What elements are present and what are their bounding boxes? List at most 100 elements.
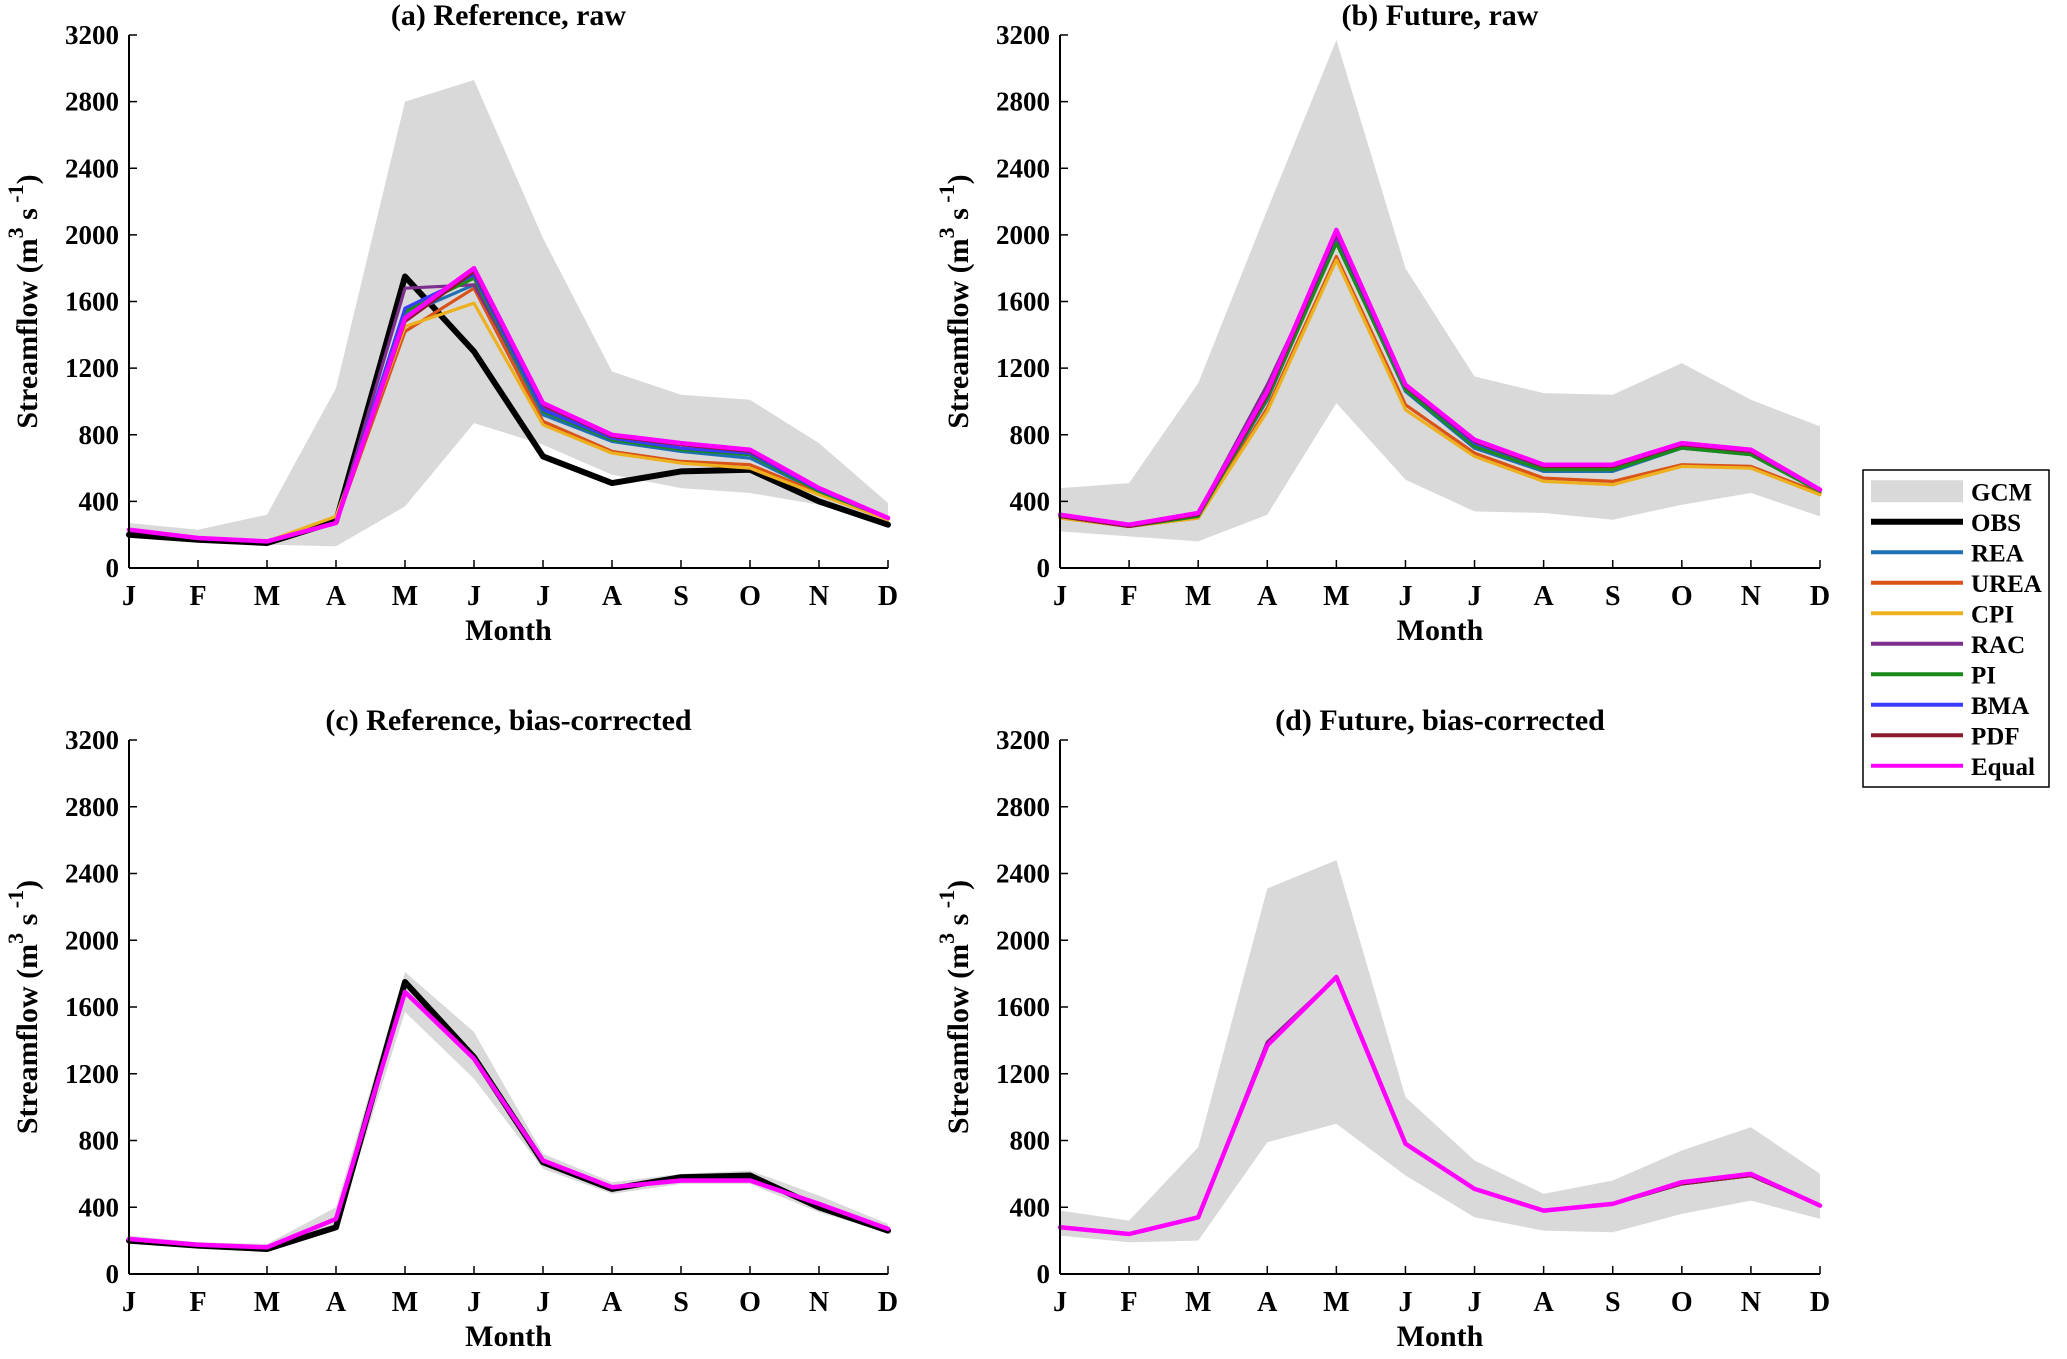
y-tick-label: 2800 xyxy=(65,87,119,117)
chart-title: (b) Future, raw xyxy=(1342,0,1539,32)
x-tick-label: D xyxy=(1810,581,1830,612)
x-tick-label: O xyxy=(739,581,761,612)
y-tick-label: 0 xyxy=(106,553,120,583)
x-axis-label: Month xyxy=(1397,1320,1484,1353)
legend-label: PDF xyxy=(1971,723,2020,750)
legend-item-gcm: GCM xyxy=(1871,479,2032,506)
chart-title: (a) Reference, raw xyxy=(391,0,626,32)
legend-item-rea: REA xyxy=(1871,540,2024,567)
y-tick-label: 3200 xyxy=(65,20,119,50)
x-tick-label: D xyxy=(1810,1287,1830,1318)
y-tick-label: 2000 xyxy=(65,925,119,955)
x-tick-label: M xyxy=(254,1287,280,1318)
x-tick-label: A xyxy=(602,1287,623,1318)
x-tick-label: O xyxy=(1671,1287,1693,1318)
chart-panel-3: 0 400 800 1200 1600 2000 2400 2800 3200 J F M A M J J A S… xyxy=(3,704,898,1353)
x-tick-label: M xyxy=(1185,1287,1211,1318)
x-tick-label: S xyxy=(673,581,689,612)
legend-label: RAC xyxy=(1971,632,2025,659)
x-tick-label: A xyxy=(326,1287,347,1318)
series-line-equal xyxy=(126,989,891,1250)
legend-item-rac: RAC xyxy=(1871,632,2025,659)
legend-item-cpi: CPI xyxy=(1871,601,2014,628)
x-tick-label: N xyxy=(1741,581,1761,612)
y-tick-label: 400 xyxy=(1010,486,1051,516)
x-tick-label: J xyxy=(1398,1287,1412,1318)
legend-label: CPI xyxy=(1971,601,2014,628)
y-tick-label: 2400 xyxy=(996,859,1050,889)
y-tick-label: 400 xyxy=(79,1192,120,1222)
legend: GCM OBS REA UREA CPI RAC PI BMA PDF Equal xyxy=(1862,469,2050,788)
legend-item-bma: BMA xyxy=(1871,693,2029,720)
y-tick-label: 800 xyxy=(1010,1126,1051,1156)
x-tick-label: A xyxy=(602,581,623,612)
legend-label: GCM xyxy=(1971,479,2032,506)
y-tick-label: 1200 xyxy=(996,1059,1050,1089)
x-tick-label: J xyxy=(1468,1287,1482,1318)
legend-swatch xyxy=(1871,480,1963,503)
y-axis-label: Streamflow (m3 s -1) xyxy=(934,174,975,428)
y-tick-label: 2800 xyxy=(996,87,1050,117)
x-tick-label: M xyxy=(1323,1287,1349,1318)
legend-item-urea: UREA xyxy=(1871,571,2042,598)
x-tick-label: J xyxy=(1398,581,1412,612)
x-tick-label: A xyxy=(1257,581,1278,612)
y-tick-label: 2400 xyxy=(996,153,1050,183)
x-tick-label: A xyxy=(1534,581,1555,612)
y-tick-label: 2000 xyxy=(996,925,1050,955)
y-tick-label: 400 xyxy=(79,486,120,516)
y-tick-label: 1600 xyxy=(996,287,1050,317)
gcm-band xyxy=(129,80,888,547)
x-tick-label: A xyxy=(1257,1287,1278,1318)
x-tick-label: S xyxy=(1605,581,1621,612)
legend-label: OBS xyxy=(1971,510,2021,537)
y-tick-label: 1200 xyxy=(996,353,1050,383)
series-line-equal xyxy=(126,265,891,544)
y-tick-label: 2400 xyxy=(65,859,119,889)
y-tick-label: 2800 xyxy=(996,792,1050,822)
x-tick-label: F xyxy=(189,1287,206,1318)
x-tick-label: J xyxy=(122,1287,136,1318)
chart-title: (d) Future, bias-corrected xyxy=(1275,704,1605,737)
panels: 0 400 800 1200 1600 2000 2400 2800 3200 J F M A M J J A S… xyxy=(3,0,1830,1353)
legend-label: REA xyxy=(1971,540,2024,567)
legend-box xyxy=(1862,469,2050,788)
y-tick-label: 1600 xyxy=(65,287,119,317)
y-tick-label: 1200 xyxy=(65,1059,119,1089)
x-tick-label: M xyxy=(1323,581,1349,612)
y-tick-label: 3200 xyxy=(996,20,1050,50)
y-axis-label: Streamflow (m3 s -1) xyxy=(3,174,44,428)
x-tick-label: M xyxy=(392,1287,418,1318)
y-tick-label: 2000 xyxy=(65,220,119,250)
x-tick-label: N xyxy=(809,1287,829,1318)
series-line-equal xyxy=(1057,974,1823,1237)
legend-item-pdf: PDF xyxy=(1871,723,2020,750)
x-tick-label: J xyxy=(1053,1287,1067,1318)
y-tick-label: 800 xyxy=(1010,420,1051,450)
x-tick-label: O xyxy=(1671,581,1693,612)
y-tick-label: 0 xyxy=(1037,553,1051,583)
y-tick-label: 1600 xyxy=(996,992,1050,1022)
x-tick-label: J xyxy=(122,581,136,612)
x-tick-label: F xyxy=(1121,581,1138,612)
legend-label: Equal xyxy=(1971,754,2035,781)
legend-item-pi: PI xyxy=(1871,662,1996,689)
y-axis-label: Streamflow (m3 s -1) xyxy=(934,880,975,1134)
x-tick-label: D xyxy=(878,581,898,612)
x-tick-label: M xyxy=(1185,581,1211,612)
chart-panel-1: 0 400 800 1200 1600 2000 2400 2800 3200 J F M A M J J A S… xyxy=(3,0,898,647)
chart-panel-2: 0 400 800 1200 1600 2000 2400 2800 3200 J F M A M J J A S… xyxy=(934,0,1830,647)
chart-panel-4: 0 400 800 1200 1600 2000 2400 2800 3200 J F M A M J J A S… xyxy=(934,704,1830,1353)
x-tick-label: M xyxy=(392,581,418,612)
legend-label: BMA xyxy=(1971,693,2029,720)
series-line-equal xyxy=(1057,227,1823,527)
y-tick-label: 0 xyxy=(1037,1259,1051,1289)
x-tick-label: J xyxy=(536,581,550,612)
y-axis-label: Streamflow (m3 s -1) xyxy=(3,880,44,1134)
x-tick-label: A xyxy=(1534,1287,1555,1318)
x-tick-label: D xyxy=(878,1287,898,1318)
y-tick-label: 0 xyxy=(106,1259,120,1289)
x-tick-label: O xyxy=(739,1287,761,1318)
x-tick-label: F xyxy=(1121,1287,1138,1318)
y-tick-label: 1600 xyxy=(65,992,119,1022)
